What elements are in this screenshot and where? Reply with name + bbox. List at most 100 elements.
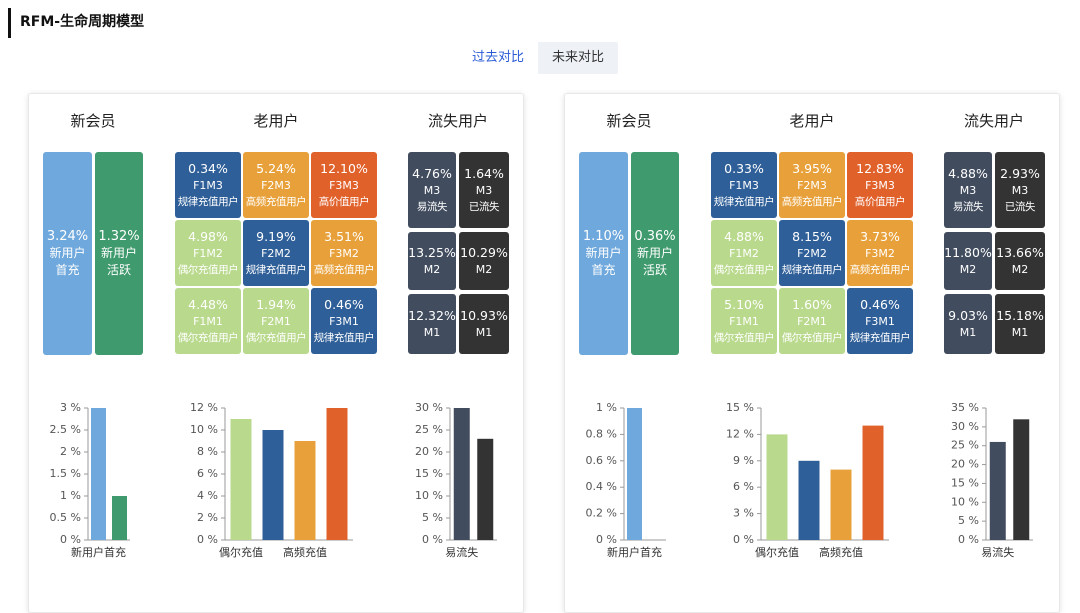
tile-code: F2M2 — [797, 246, 827, 260]
tile-label: 规律充值用户 — [781, 263, 843, 276]
bar — [862, 425, 884, 540]
tile-code: M1 — [959, 326, 977, 339]
y-tick-label: 3 % — [60, 401, 81, 414]
tile-code: F3M1 — [329, 314, 359, 328]
tile-value: 4.88% — [724, 228, 764, 244]
tile-value: 4.88% — [948, 165, 988, 181]
y-tick-label: 15 % — [726, 401, 754, 414]
y-tick-label: 20 % — [951, 458, 979, 471]
tile: 9.19% F2M2 规律充值用户 — [243, 220, 309, 286]
tile: 11.80% M2 — [944, 232, 992, 290]
bar — [112, 496, 127, 540]
tile-value: 4.48% — [188, 296, 228, 312]
y-tick-label: 2 % — [60, 445, 81, 458]
tile: 3.95% F2M3 高频充值用户 — [779, 152, 845, 218]
y-tick-label: 30 % — [415, 401, 443, 414]
tile-value: 8.15% — [792, 228, 832, 244]
page-title: RFM-生命周期模型 — [20, 14, 145, 30]
y-tick-label: 0 % — [197, 533, 218, 546]
tile-value: 4.76% — [412, 165, 452, 181]
tile-code: F2M3 — [797, 178, 827, 192]
bar — [798, 460, 820, 540]
tile: 5.10% F1M1 偶尔充值用户 — [711, 288, 777, 354]
tile-label: 高频充值用户 — [245, 195, 307, 208]
x-tick-label: 易流失 — [981, 545, 1014, 559]
y-tick-label: 5 % — [422, 511, 443, 524]
y-tick-label: 30 % — [951, 420, 979, 433]
tile: 4.98% F1M2 偶尔充值用户 — [175, 220, 241, 286]
tile-code: M2 — [423, 263, 441, 276]
y-tick-label: 0.4 % — [586, 480, 617, 493]
y-tick-label: 0 % — [422, 533, 443, 546]
tile-code: M1 — [423, 326, 441, 339]
tile: 4.48% F1M1 偶尔充值用户 — [175, 288, 241, 354]
tile-label: 已流失 — [1004, 200, 1036, 213]
tile: 2.93% M3 已流失 — [995, 152, 1045, 228]
tile: 8.15% F2M2 规律充值用户 — [779, 220, 845, 286]
tile-value: 0.34% — [188, 160, 228, 176]
x-tick-label: 新用户首充 — [71, 545, 126, 559]
tile-value: 1.10% — [582, 229, 625, 244]
tile-value: 4.98% — [188, 228, 228, 244]
y-tick-label: 15 % — [951, 476, 979, 489]
bar — [294, 441, 316, 540]
tile: 1.32% 新用户活跃 — [95, 152, 143, 355]
tile-label: 易流失 — [952, 200, 984, 213]
tile-value: 1.32% — [98, 229, 140, 244]
tile: 12.32% M1 — [408, 294, 456, 354]
x-tick-label: 新用户首充 — [607, 545, 662, 559]
tile-value: 12.83% — [856, 160, 904, 176]
y-tick-label: 25 % — [415, 423, 443, 436]
tile-label: 偶尔充值用户 — [177, 331, 239, 344]
tab[interactable]: 未来对比 — [551, 50, 604, 65]
tile-label: 偶尔充值用户 — [177, 263, 239, 276]
bar — [326, 408, 348, 540]
tile-label: 高价值用户 — [318, 195, 370, 208]
tile-code: F1M3 — [193, 178, 223, 192]
x-tick-label: 高频充值 — [283, 545, 327, 559]
tile: 13.66% M2 — [995, 232, 1045, 290]
y-tick-label: 0.6 % — [586, 454, 617, 467]
tile: 4.76% M3 易流失 — [408, 152, 456, 228]
tile-value: 10.29% — [460, 245, 508, 260]
y-tick-label: 12 % — [726, 427, 754, 440]
tile-code: F1M3 — [729, 178, 759, 192]
tile-value: 10.93% — [460, 308, 508, 323]
tile-label: 规律充值用户 — [313, 331, 375, 344]
y-tick-label: 1 % — [596, 401, 617, 414]
tile-value: 12.32% — [408, 308, 456, 323]
tile-label: 新用户活跃 — [636, 246, 673, 277]
bar — [830, 469, 852, 540]
tile-value: 1.94% — [256, 296, 296, 312]
tile: 10.93% M1 — [459, 294, 509, 354]
tile-value: 11.80% — [944, 245, 992, 260]
tab[interactable]: 过去对比 — [458, 42, 538, 74]
tile-value: 3.24% — [46, 229, 89, 244]
tile-label: 规律充值用户 — [713, 195, 775, 208]
tile: 4.88% M3 易流失 — [944, 152, 992, 228]
y-tick-label: 6 % — [197, 467, 218, 480]
tile-label: 易流失 — [416, 200, 448, 213]
bar — [453, 408, 470, 540]
bar — [627, 408, 642, 540]
bar — [766, 434, 788, 540]
section-title: 新会员 — [70, 112, 116, 130]
tile-value: 0.46% — [860, 296, 900, 312]
tile-code: M3 — [423, 183, 441, 197]
tile-code: F2M3 — [261, 178, 291, 192]
tile-label: 偶尔充值用户 — [781, 331, 843, 344]
x-tick-label: 偶尔充值 — [755, 545, 799, 559]
y-tick-label: 8 % — [197, 445, 218, 458]
section-title: 新会员 — [606, 112, 652, 130]
tile-code: F2M2 — [261, 246, 291, 260]
tile-code: M1 — [475, 326, 493, 339]
tile-code: F1M2 — [729, 246, 759, 260]
tile: 3.51% F3M2 高频充值用户 — [311, 220, 377, 286]
tile-value: 12.10% — [320, 160, 368, 176]
tile-code: F1M2 — [193, 246, 223, 260]
tile-value: 1.64% — [464, 165, 504, 181]
tile: 0.34% F1M3 规律充值用户 — [175, 152, 241, 218]
tile: 1.64% M3 已流失 — [459, 152, 509, 228]
tile-code: M3 — [1011, 183, 1029, 197]
tile: 0.36% 新用户活跃 — [631, 152, 679, 355]
